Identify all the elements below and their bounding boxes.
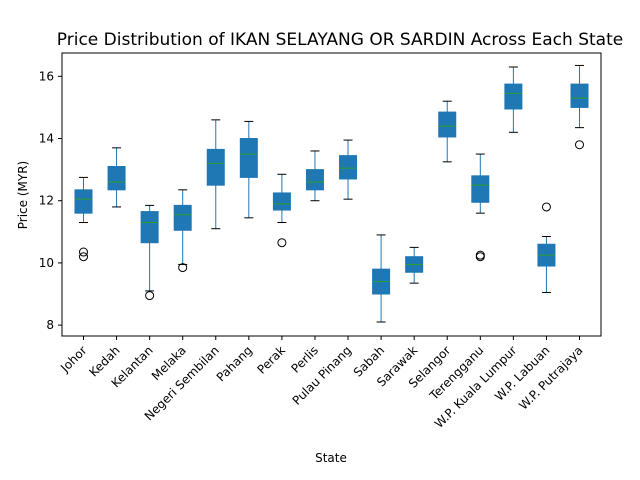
outlier-point (575, 140, 585, 150)
box-iqr (339, 155, 358, 180)
x-tick-label: Pahang (214, 343, 255, 384)
x-tick-label: Johor (57, 343, 89, 375)
box-terengganu (471, 153, 490, 262)
box-sarawak (405, 246, 424, 284)
box-w-p-putrajaya (570, 64, 589, 150)
x-tick-label: Perak (254, 343, 288, 377)
outlier-point (145, 291, 155, 301)
outlier-point (277, 238, 287, 248)
box-iqr (504, 83, 523, 110)
outlier-point (178, 263, 188, 273)
box-kelantan (140, 204, 159, 301)
plot-frame (61, 52, 602, 337)
box-perlis (305, 150, 324, 202)
box-w-p-kuala-lumpur (504, 66, 523, 133)
y-tick-label: 8 (46, 318, 54, 332)
chart-title: Price Distribution of IKAN SELAYANG OR S… (57, 30, 623, 50)
box-pahang (239, 120, 258, 219)
x-tick-label: Pulau Pinang (290, 343, 355, 408)
box-iqr (206, 148, 225, 186)
box-iqr (74, 189, 93, 214)
y-axis-title: Price (MYR) (16, 161, 30, 229)
box-iqr (107, 166, 126, 191)
box-iqr (239, 138, 258, 178)
y-tick-label: 12 (39, 194, 54, 208)
box-iqr (140, 211, 159, 244)
y-tick-label: 10 (39, 256, 54, 270)
box-kedah (107, 147, 126, 208)
box-iqr (305, 169, 324, 191)
box-w-p-labuan (537, 202, 556, 293)
box-negeri-sembilan (206, 119, 225, 230)
box-sabah (372, 234, 391, 323)
plot-area (74, 64, 589, 323)
box-selangor (438, 100, 457, 163)
box-iqr (173, 204, 192, 231)
x-axis-title: State (315, 451, 347, 465)
box-iqr (471, 175, 490, 203)
box-perak (272, 173, 291, 248)
y-tick-label: 16 (39, 69, 54, 83)
box-iqr (272, 192, 291, 211)
outlier-point (475, 252, 485, 262)
outlier-point (78, 247, 88, 257)
box-johor (74, 176, 93, 262)
outlier-point (78, 252, 88, 262)
y-axis: 8 10 12 14 16 (39, 69, 62, 332)
box-iqr (570, 83, 589, 108)
box-iqr (438, 111, 457, 138)
y-tick-label: 14 (39, 132, 54, 146)
outlier-point (541, 202, 551, 212)
box-pulau-pinang (339, 139, 358, 200)
box-melaka (173, 189, 192, 273)
